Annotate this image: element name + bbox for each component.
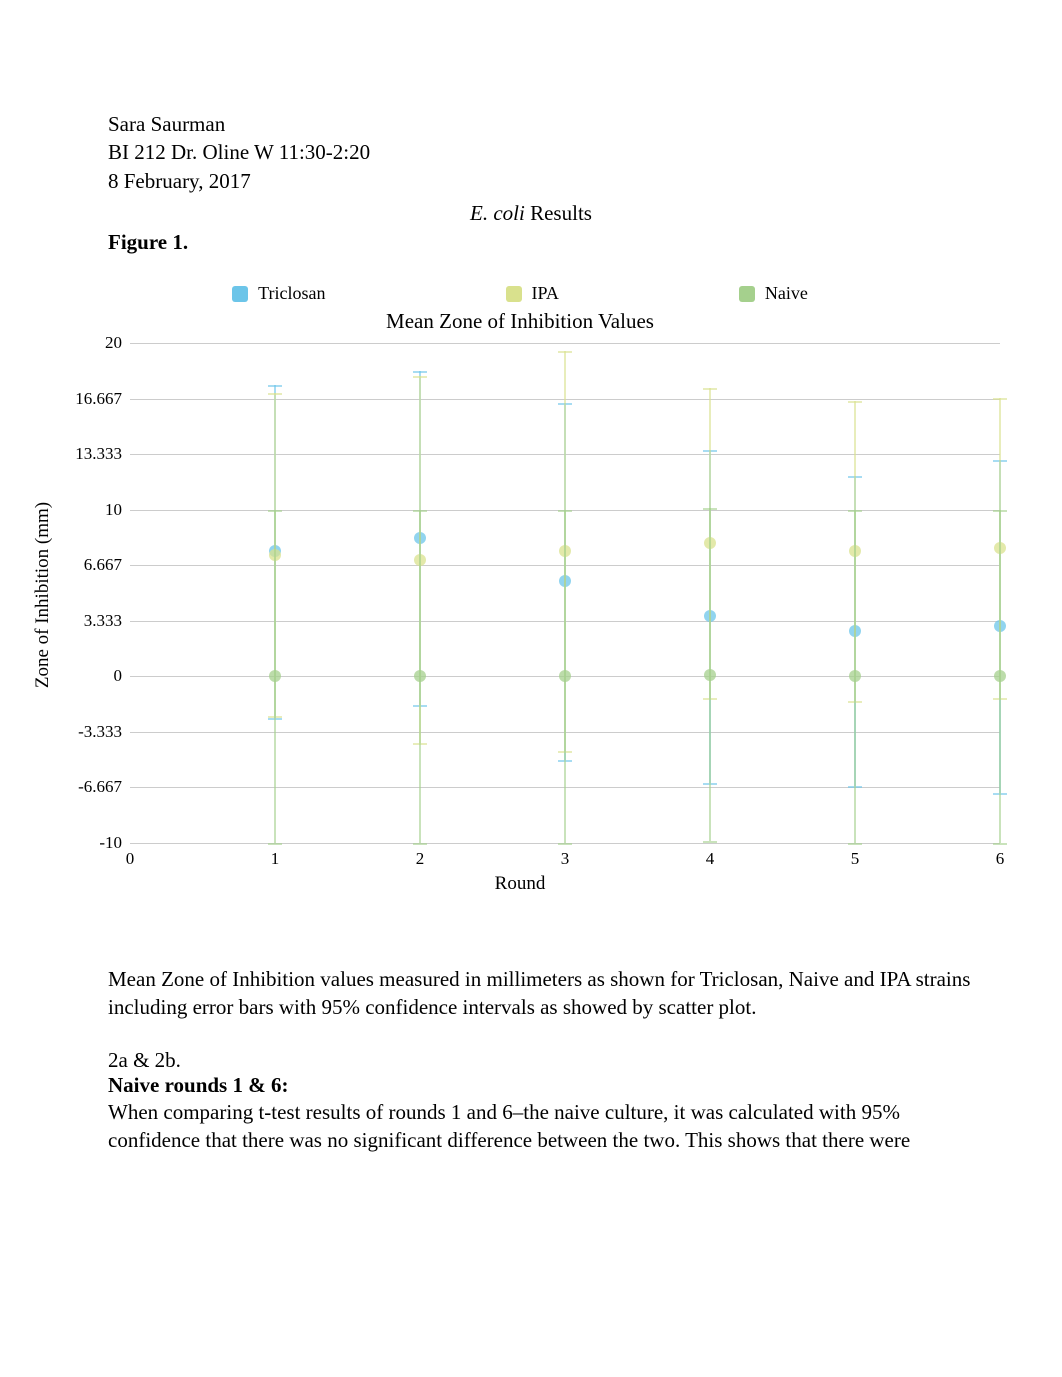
course-line: BI 212 Dr. Oline W 11:30-2:20: [108, 138, 1002, 166]
ytick-label: -6.667: [78, 777, 122, 797]
error-bar-cap: [268, 510, 282, 512]
legend-item: IPA: [506, 283, 559, 304]
xtick-label: 3: [561, 849, 570, 869]
chart-legend: Triclosan IPA Naive: [20, 283, 1020, 304]
document-header: Sara Saurman BI 212 Dr. Oline W 11:30-2:…: [108, 110, 1002, 195]
ytick-label: 16.667: [75, 389, 122, 409]
gridline: [130, 343, 1000, 344]
error-bar-cap: [268, 843, 282, 845]
chart-title: Mean Zone of Inhibition Values: [20, 309, 1020, 334]
xtick-label: 2: [416, 849, 425, 869]
xtick-label: 1: [271, 849, 280, 869]
error-bar-cap: [558, 510, 572, 512]
xtick-label: 6: [996, 849, 1005, 869]
legend-item: Triclosan: [232, 283, 325, 304]
results-title-rest: Results: [525, 201, 592, 225]
error-bar-cap: [413, 371, 427, 373]
results-title: E. coli Results: [60, 201, 1002, 226]
legend-item: Naive: [739, 283, 808, 304]
error-bar-cap: [703, 508, 717, 510]
error-bar-cap: [848, 510, 862, 512]
legend-swatch: [506, 286, 522, 302]
xtick-label: 0: [126, 849, 135, 869]
xtick-label: 5: [851, 849, 860, 869]
legend-label: Naive: [765, 283, 808, 304]
error-bar-cap: [413, 376, 427, 378]
ytick-label: 20: [105, 333, 122, 353]
error-bar-cap: [848, 843, 862, 845]
legend-label: Triclosan: [258, 283, 325, 304]
section-label: 2a & 2b.: [108, 1048, 1002, 1073]
error-bar-cap: [993, 398, 1007, 400]
error-bar-cap: [993, 843, 1007, 845]
data-point: [849, 670, 861, 682]
author-line: Sara Saurman: [108, 110, 1002, 138]
figure-label: Figure 1.: [108, 230, 1002, 255]
error-bar-cap: [268, 393, 282, 395]
data-point: [269, 670, 281, 682]
legend-swatch: [739, 286, 755, 302]
error-bar-cap: [413, 510, 427, 512]
legend-label: IPA: [532, 283, 559, 304]
error-bar-cap: [413, 843, 427, 845]
error-bar-cap: [703, 388, 717, 390]
ytick-label: -3.333: [78, 722, 122, 742]
data-point: [414, 670, 426, 682]
error-bar-cap: [993, 510, 1007, 512]
ytick-label: 3.333: [84, 611, 122, 631]
ytick-label: 13.333: [75, 444, 122, 464]
error-bar-cap: [558, 843, 572, 845]
legend-swatch: [232, 286, 248, 302]
ytick-label: 6.667: [84, 555, 122, 575]
xtick-label: 4: [706, 849, 715, 869]
error-bar-cap: [703, 841, 717, 843]
figure-caption: Mean Zone of Inhibition values measured …: [108, 965, 992, 1022]
error-bar-cap: [268, 385, 282, 387]
chart: Triclosan IPA Naive Mean Zone of Inhibitio…: [20, 265, 1020, 925]
error-bar-cap: [558, 351, 572, 353]
data-point: [559, 670, 571, 682]
body-paragraph: When comparing t-test results of rounds …: [108, 1098, 992, 1155]
date-line: 8 February, 2017: [108, 167, 1002, 195]
ytick-label: -10: [99, 833, 122, 853]
chart-ylabel: Zone of Inhibition (mm): [32, 502, 54, 688]
chart-xlabel: Round: [20, 873, 1020, 895]
section-heading: Naive rounds 1 & 6:: [108, 1073, 1002, 1098]
results-title-italic: E. coli: [470, 201, 525, 225]
ytick-label: 0: [114, 666, 123, 686]
error-bar-cap: [848, 401, 862, 403]
ytick-label: 10: [105, 500, 122, 520]
data-point: [994, 670, 1006, 682]
data-point: [704, 669, 716, 681]
plot-area: -10-6.667-3.33303.3336.6671013.33316.667…: [130, 343, 1000, 843]
